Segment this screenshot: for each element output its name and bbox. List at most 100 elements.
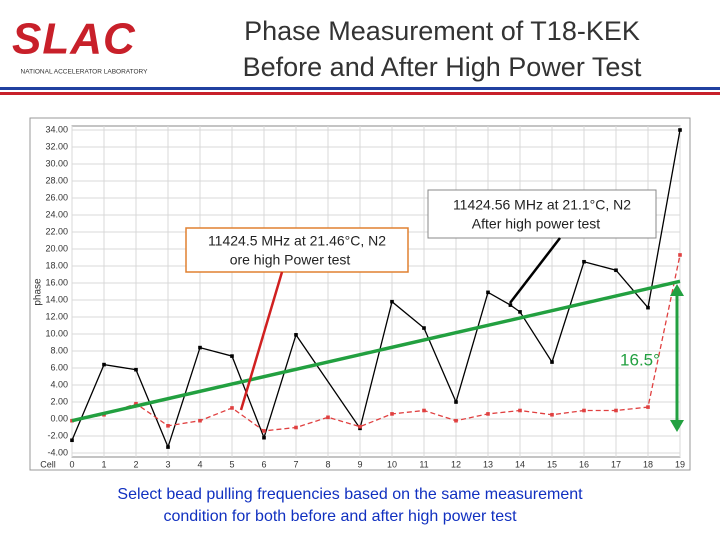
x-tick-label: 0	[69, 459, 74, 469]
x-tick-label: 17	[611, 459, 621, 469]
trend-line	[71, 279, 681, 423]
x-tick-label: 12	[451, 459, 461, 469]
annotation-arrow	[239, 271, 284, 411]
data-point	[166, 445, 170, 449]
y-tick-label: -2.00	[47, 430, 68, 440]
x-tick-label: 5	[229, 459, 234, 469]
x-tick-label: 14	[515, 459, 525, 469]
title-line: Phase Measurement of T18-KEK	[244, 16, 640, 46]
data-point	[422, 326, 426, 330]
caption-line: Select bead pulling frequencies based on…	[117, 486, 583, 503]
x-tick-label: 2	[133, 459, 138, 469]
x-tick-label: 1	[101, 459, 106, 469]
y-tick-label: 20.00	[45, 243, 68, 253]
annotation-box	[185, 227, 409, 273]
data-point	[550, 412, 554, 417]
x-tick-label: 10	[387, 459, 397, 469]
x-tick-label: 13	[483, 459, 493, 469]
data-point	[422, 408, 426, 413]
arrow-head	[670, 284, 684, 296]
annotation-text: After high power test	[472, 216, 601, 232]
y-tick-label: 14.00	[45, 294, 68, 304]
data-point	[198, 418, 202, 423]
x-tick-label: 3	[165, 459, 170, 469]
data-point	[390, 299, 394, 304]
data-point	[294, 333, 298, 337]
x-tick-label: 16	[579, 459, 589, 469]
data-point	[582, 408, 586, 413]
x-tick-label: 11	[419, 459, 428, 469]
y-tick-label: 24.00	[45, 209, 68, 219]
annotation-text: 16.5°	[620, 350, 660, 369]
data-point	[102, 362, 106, 367]
data-point	[646, 305, 650, 310]
x-tick-label: 15	[547, 459, 557, 469]
header-rule	[0, 87, 720, 90]
y-tick-label: 0.00	[50, 413, 68, 423]
y-tick-label: 6.00	[50, 362, 68, 372]
plot: -4.00 -2.00 0.00 2.00 4.00 6.00 8.00 10.00 12.00…	[33, 124, 685, 469]
y-tick-label: 26.00	[45, 192, 68, 202]
x-tick-label: 19	[675, 459, 685, 469]
annotation-text: 11424.5 MHz at 21.46°C, N2	[208, 233, 386, 249]
x-axis-label: Cell	[40, 459, 56, 469]
x-tick-label: 7	[293, 459, 298, 469]
data-point	[614, 408, 618, 413]
data-point	[262, 435, 266, 440]
y-tick-label: 30.00	[45, 158, 68, 168]
data-point	[230, 354, 234, 358]
data-point	[486, 290, 490, 295]
title-line: Before and After High Power Test	[243, 52, 642, 82]
data-point	[70, 438, 74, 443]
header-rule	[0, 92, 720, 95]
data-point	[326, 415, 330, 420]
data-point	[508, 303, 513, 307]
y-tick-label: 2.00	[50, 396, 68, 406]
data-point	[262, 429, 266, 433]
x-tick-label: 18	[643, 459, 653, 469]
data-point	[678, 128, 682, 132]
y-tick-label: 34.00	[45, 124, 68, 134]
data-point	[198, 345, 202, 350]
data-point	[166, 424, 170, 428]
annotation-arrow	[509, 237, 561, 304]
data-point	[518, 310, 522, 314]
x-tick-label: 8	[325, 459, 330, 469]
logo-name: SLAC	[12, 15, 136, 64]
annotation-text: ore high Power test	[230, 252, 351, 268]
y-tick-label: 8.00	[50, 345, 68, 355]
y-tick-label: 12.00	[45, 311, 68, 321]
data-point	[358, 424, 362, 429]
arrow-head	[670, 420, 684, 432]
y-tick-label: 28.00	[45, 175, 68, 185]
series-line	[71, 129, 681, 449]
y-tick-label: 16.00	[45, 277, 68, 287]
data-point	[678, 253, 682, 257]
y-tick-label: 18.00	[45, 260, 68, 270]
y-tick-label: 32.00	[45, 141, 68, 151]
x-tick-label: 4	[197, 459, 202, 469]
x-tick-label: 9	[357, 459, 362, 469]
data-point	[582, 259, 586, 264]
data-point	[294, 425, 298, 430]
data-point	[134, 367, 138, 372]
x-tick-label: 6	[261, 459, 266, 469]
data-point	[230, 406, 234, 410]
caption-line: condition for both before and after high…	[163, 508, 517, 525]
y-axis-label: phase	[33, 278, 44, 306]
logo: SLAC NATIONAL ACCELERATOR LABORATORY	[12, 15, 148, 76]
data-point	[454, 418, 458, 423]
plot-area	[71, 125, 681, 458]
y-tick-label: 4.00	[50, 379, 68, 389]
data-point	[486, 412, 490, 416]
y-tick-label: 22.00	[45, 226, 68, 236]
annotation-text: 11424.56 MHz at 21.1°C, N2	[453, 197, 631, 213]
data-point	[454, 400, 458, 404]
data-point	[134, 401, 138, 406]
y-tick-label: 10.00	[45, 328, 68, 338]
data-point	[646, 405, 650, 409]
annotation-box	[427, 189, 657, 239]
data-point	[390, 412, 394, 416]
data-point	[614, 268, 618, 273]
